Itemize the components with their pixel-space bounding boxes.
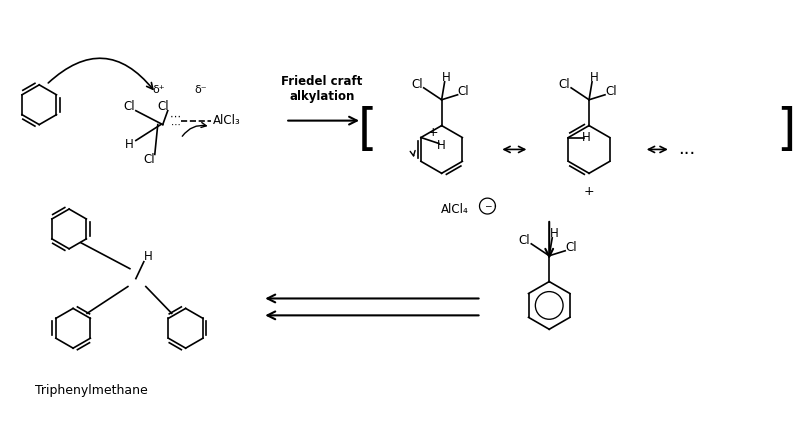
Text: Cl: Cl xyxy=(143,153,154,166)
Text: H: H xyxy=(143,250,152,263)
Text: H: H xyxy=(590,72,598,84)
Text: Friedel craft
alkylation: Friedel craft alkylation xyxy=(282,75,363,103)
Text: Cl: Cl xyxy=(157,100,169,113)
Text: ...: ... xyxy=(678,141,695,158)
Text: ]: ] xyxy=(777,105,796,154)
Text: δ⁺: δ⁺ xyxy=(153,85,165,95)
Text: H: H xyxy=(437,139,446,152)
Text: AlCl₃: AlCl₃ xyxy=(213,114,240,127)
Text: +: + xyxy=(584,184,594,197)
Text: H: H xyxy=(442,72,451,84)
Text: AlCl₄: AlCl₄ xyxy=(441,203,469,216)
Text: ⋯: ⋯ xyxy=(170,112,182,122)
Text: [: [ xyxy=(358,105,378,154)
Text: ⋯: ⋯ xyxy=(171,120,181,130)
Text: Cl: Cl xyxy=(605,85,617,99)
Text: δ⁻: δ⁻ xyxy=(194,85,207,95)
Text: H: H xyxy=(582,131,590,144)
Text: −: − xyxy=(484,201,491,210)
Text: Cl: Cl xyxy=(411,79,422,91)
Text: Cl: Cl xyxy=(566,241,577,254)
Text: Cl: Cl xyxy=(458,85,470,99)
Text: Triphenylmethane: Triphenylmethane xyxy=(34,385,147,398)
Text: +: + xyxy=(427,126,438,139)
Text: H: H xyxy=(125,138,134,151)
Text: Cl: Cl xyxy=(123,100,134,113)
Text: Cl: Cl xyxy=(558,79,570,91)
Text: Cl: Cl xyxy=(518,234,530,247)
Text: H: H xyxy=(550,227,558,240)
